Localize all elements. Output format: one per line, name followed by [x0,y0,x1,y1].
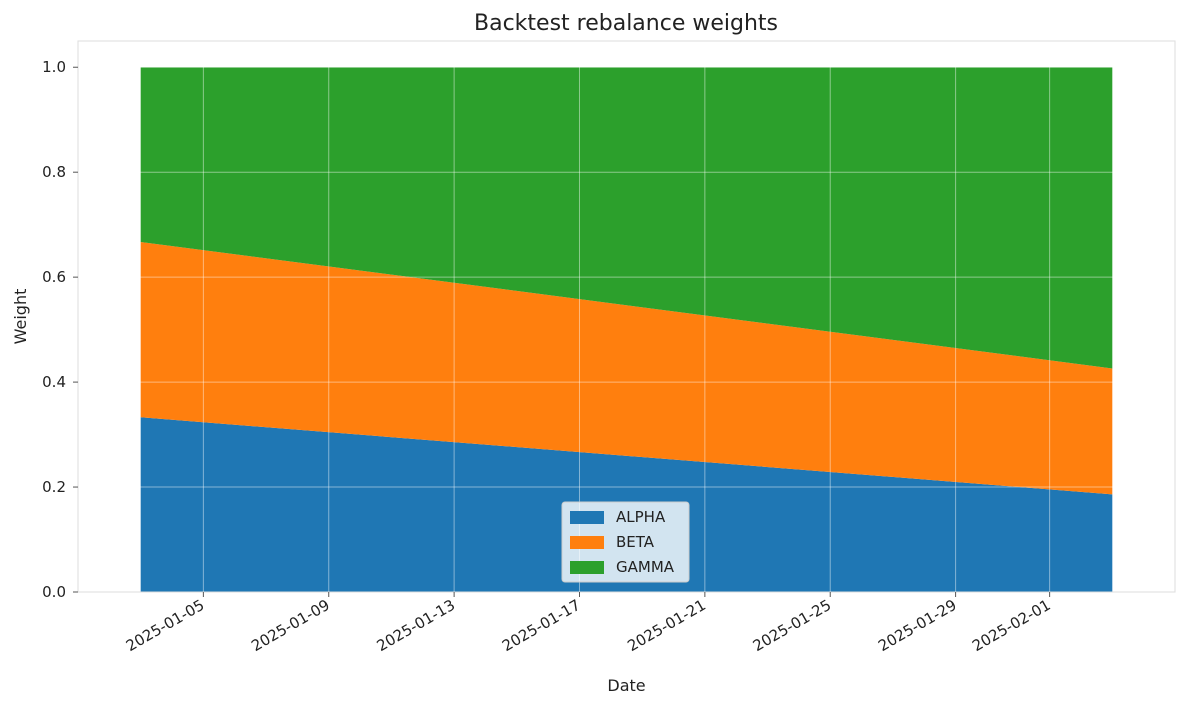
x-tick-label: 2025-02-01 [969,596,1054,655]
x-tick-label: 2025-01-13 [374,596,459,655]
legend: ALPHA BETA GAMMA [561,501,690,583]
legend-label-alpha: ALPHA [616,508,666,526]
x-axis-label: Date [607,676,645,695]
x-tick-label: 2025-01-05 [123,596,208,655]
legend-swatch-beta [570,536,604,549]
legend-swatch-alpha [570,511,604,524]
x-tick-label: 2025-01-09 [248,596,333,655]
x-tick-label: 2025-01-29 [875,596,960,655]
x-tick-label: 2025-01-17 [499,596,584,655]
y-tick-label: 0.0 [42,583,66,601]
y-tick-label: 0.2 [42,478,66,496]
y-tick-label: 0.6 [42,268,66,286]
area-beta [140,241,1113,495]
y-tick-label: 0.8 [42,163,66,181]
area-gamma [140,67,1113,369]
plot-frame [77,40,1176,593]
y-tick-label: 0.4 [42,373,66,391]
x-tick-label: 2025-01-25 [750,596,835,655]
legend-swatch-gamma [570,561,604,574]
legend-label-beta: BETA [616,533,655,551]
chart-title: Backtest rebalance weights [474,11,778,36]
y-axis-label: Weight [11,289,30,345]
areas-layer [140,67,1113,592]
legend-label-gamma: GAMMA [616,558,675,576]
y-tick-label: 1.0 [42,58,66,76]
x-tick-label: 2025-01-21 [624,596,709,655]
